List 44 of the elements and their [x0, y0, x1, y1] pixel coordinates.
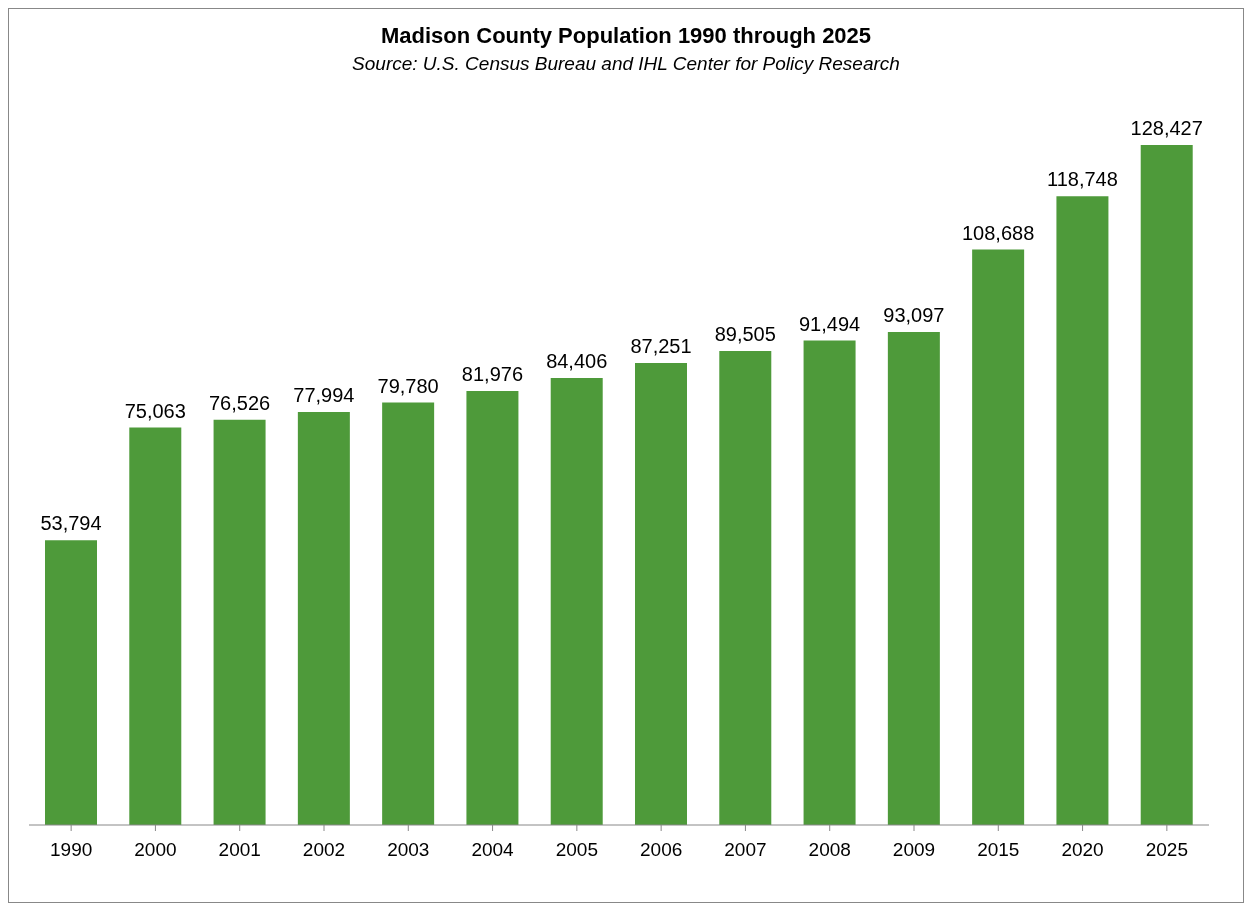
x-tick-label: 2001: [218, 839, 261, 861]
data-label: 84,406: [546, 350, 608, 373]
chart-title: Madison County Population 1990 through 2025: [379, 23, 873, 49]
bar: [45, 540, 97, 825]
x-tick-label: 2002: [302, 839, 346, 861]
data-label: 81,976: [461, 362, 524, 385]
data-label: 91,494: [798, 312, 861, 335]
bar: [803, 340, 856, 825]
data-label: 87,251: [630, 335, 692, 358]
bar: [972, 249, 1025, 825]
bar: [213, 419, 266, 825]
data-label: 128,427: [1130, 117, 1203, 139]
x-tick-label: 1990: [50, 839, 93, 861]
chart-subtitle: Source: U.S. Census Bureau and IHL Center for Policy Research: [351, 53, 901, 75]
bar: [550, 378, 603, 825]
x-tick-label: 2009: [892, 839, 936, 861]
x-tick-label: 2008: [808, 839, 851, 861]
data-label: 53,794: [40, 512, 102, 535]
x-tick-label: 2005: [555, 839, 598, 861]
x-tick-label: 2007: [724, 839, 767, 861]
bar: [129, 427, 182, 825]
bar: [382, 402, 435, 825]
data-label: 79,780: [377, 374, 439, 397]
bar: [887, 332, 940, 825]
x-tick-label: 2006: [640, 839, 683, 861]
bar: [719, 351, 772, 825]
data-label: 75,063: [124, 399, 186, 422]
x-tick-label: 2003: [387, 839, 430, 861]
bar: [466, 390, 519, 825]
x-tick-label: 2020: [1061, 839, 1104, 861]
data-label: 89,505: [714, 323, 776, 346]
data-label: 77,994: [293, 384, 355, 407]
bar: [297, 412, 350, 825]
bar: [1140, 145, 1193, 825]
x-tick-label: 2015: [977, 839, 1020, 861]
data-label: 118,748: [1047, 168, 1118, 191]
data-label: 93,097: [883, 304, 945, 327]
data-label: 108,688: [961, 221, 1035, 244]
x-tick-label: 2000: [134, 839, 177, 861]
x-tick-label: 2025: [1145, 839, 1188, 861]
x-tick-label: 2004: [471, 839, 515, 861]
bar: [635, 363, 687, 825]
data-label: 76,526: [208, 391, 271, 414]
bar: [1056, 196, 1109, 825]
